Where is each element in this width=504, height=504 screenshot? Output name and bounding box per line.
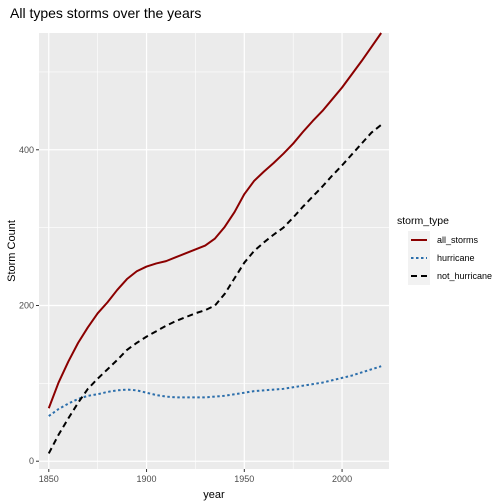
grid-lines — [39, 33, 389, 469]
x-tick-label: 2000 — [332, 474, 352, 484]
series-lines — [47, 32, 382, 454]
y-axis-title: Storm Count — [6, 220, 18, 282]
y-tick-label: 400 — [19, 145, 34, 155]
x-axis-title: year — [203, 489, 225, 501]
plot-panel — [39, 33, 389, 469]
x-tick-label: 1850 — [39, 474, 59, 484]
legend: storm_type all_storms hurricane not_hurric… — [397, 215, 492, 285]
legend-key-box — [408, 267, 430, 285]
legend-label-not_hurricane: not_hurricane — [437, 271, 492, 281]
x-tick-label: 1900 — [137, 474, 157, 484]
series-line-all_storms — [47, 32, 382, 409]
chart-title: All types storms over the years — [10, 5, 201, 21]
series-line-hurricane — [48, 365, 382, 417]
legend-label-all_storms: all_storms — [437, 235, 479, 245]
y-tick-label: 0 — [29, 456, 34, 466]
legend-title: storm_type — [397, 215, 449, 227]
legend-label-hurricane: hurricane — [437, 253, 475, 263]
axis-ticks: 1850 1900 1950 2000 0 200 400 — [19, 145, 352, 484]
y-tick-label: 200 — [19, 301, 34, 311]
legend-key-box — [408, 249, 430, 267]
x-tick-label: 1950 — [234, 474, 254, 484]
